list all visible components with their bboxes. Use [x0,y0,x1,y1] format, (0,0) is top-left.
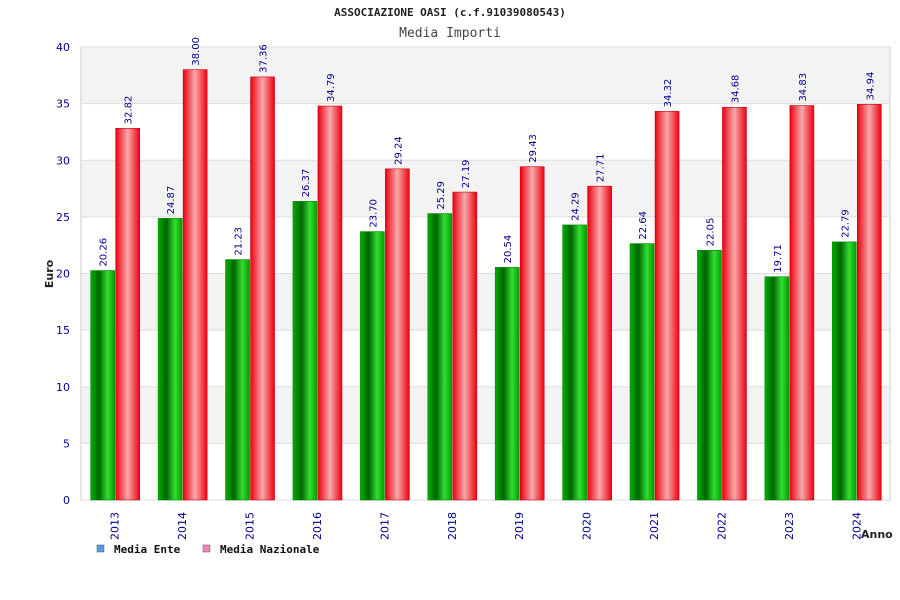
x-tick-label: 2019 [513,512,526,540]
x-tick-label: 2014 [176,512,189,540]
data-label: 27.71 [596,154,607,183]
bars [90,69,882,501]
x-tick-label: 2015 [244,512,257,540]
bar-media-nazionale [115,128,141,501]
y-tick-label: 40 [56,41,70,54]
data-label: 26.37 [301,169,312,198]
y-tick-label: 25 [56,211,70,224]
data-label: 24.29 [571,192,582,221]
bar-media-nazionale [654,111,680,501]
chart-title: ASSOCIAZIONE OASI (c.f.91039080543) [334,6,566,19]
data-label: 29.43 [528,134,539,163]
chart-subtitle: Media Importi [399,26,501,41]
legend-label: Media Nazionale [220,543,320,556]
x-tick-label: 2024 [850,512,863,540]
data-label: 20.54 [503,235,514,264]
bar-media-nazionale [385,168,410,501]
legend-swatch [202,544,211,553]
bar-media-ente [292,201,318,501]
gridlines [81,46,890,501]
data-label: 22.64 [638,211,649,240]
y-axis-ticks: 0 5 10 15 20 25 30 35 40 [56,41,70,507]
x-tick-label: 2017 [378,512,391,540]
plot-band [81,273,890,331]
bar-media-ente [157,218,183,501]
plot-band [81,386,890,444]
x-tick-label: 2018 [446,512,459,540]
plot-band [81,216,890,274]
bar-media-nazionale [722,106,747,501]
bar-media-ente [629,243,655,501]
data-label: 24.87 [166,186,177,215]
x-axis-title: Anno [861,528,893,541]
bar-media-nazionale [317,105,343,501]
bar-media-nazionale [789,105,815,501]
y-tick-label: 10 [56,381,70,394]
plot-background [80,46,891,501]
data-label: 34.68 [730,75,741,104]
data-label: 32.82 [124,96,135,125]
bar-media-nazionale [182,69,208,501]
data-label: 22.79 [840,209,851,238]
data-label: 34.32 [663,79,674,108]
legend-swatch [96,544,105,553]
bar-media-ente [562,224,587,501]
bar-media-nazionale [587,185,612,501]
data-label: 29.24 [393,136,404,165]
legend-label: Media Ente [114,543,181,556]
bar-media-ente [697,249,722,501]
data-label: 22.05 [705,218,716,247]
data-label: 34.83 [798,73,809,102]
x-tick-label: 2020 [581,512,594,540]
data-label: 25.29 [436,181,447,210]
data-label: 38.00 [191,37,202,66]
data-labels: 20.26 32.82 24.87 38.00 21.23 37.36 26.37 34.79… [99,37,877,273]
plot-band [81,330,890,387]
data-label: 23.70 [368,199,379,228]
bar-media-ente [764,276,790,501]
y-tick-label: 0 [63,494,70,507]
bar-media-ente [360,231,385,501]
x-tick-label: 2023 [783,512,796,540]
bar-media-ente [90,270,116,501]
bar-media-ente [494,267,520,501]
data-label: 34.79 [326,73,337,102]
data-label: 34.94 [865,72,876,101]
bar-media-nazionale [856,104,882,501]
y-tick-label: 5 [63,437,70,450]
y-tick-label: 20 [56,268,70,281]
x-tick-label: 2022 [715,512,728,540]
x-tick-label: 2013 [109,512,122,540]
y-tick-label: 30 [56,154,70,167]
bar-media-ente [225,259,250,501]
data-label: 21.23 [234,227,245,256]
bar-media-nazionale [519,166,545,501]
plot-band [81,103,890,161]
x-tick-label: 2016 [311,512,324,540]
plot-band [81,47,890,104]
bar-media-ente [427,213,453,501]
x-tick-label: 2021 [648,512,661,540]
plot-band [81,443,890,500]
data-label: 19.71 [773,244,784,273]
data-label: 37.36 [259,44,270,73]
plot-band [81,160,890,217]
bar-media-ente [831,241,857,501]
bar-media-nazionale [452,191,478,501]
data-label: 27.19 [461,159,472,188]
data-label: 20.26 [99,238,110,267]
x-axis-ticks: 2013 2014 2015 2016 2017 2018 2019 2020 2021 2022… [109,512,864,540]
bar-media-nazionale [250,76,275,501]
y-tick-label: 15 [56,324,70,337]
y-axis-title: Euro [43,259,56,288]
y-tick-label: 35 [56,98,70,111]
legend: Media Ente Media Nazionale [96,543,320,556]
